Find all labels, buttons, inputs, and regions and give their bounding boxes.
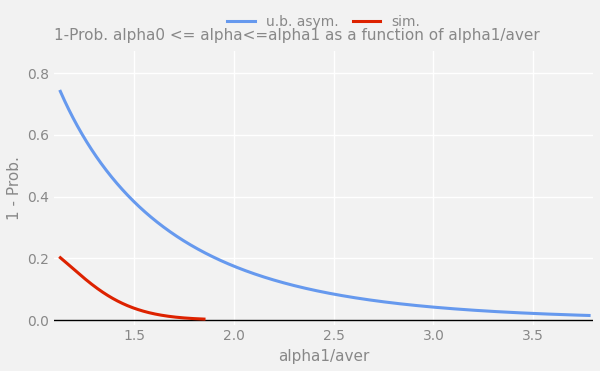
Line: sim.: sim. <box>61 258 204 319</box>
Legend: u.b. asym., sim.: u.b. asym., sim. <box>221 9 426 34</box>
X-axis label: alpha1/aver: alpha1/aver <box>278 349 370 364</box>
u.b. asym. <box>586 313 593 318</box>
u.b. asym. <box>290 283 297 288</box>
sim. <box>57 256 64 260</box>
Y-axis label: 1 - Prob.: 1 - Prob. <box>7 156 22 220</box>
sim. <box>175 315 182 320</box>
u.b. asym. <box>420 304 427 308</box>
u.b. asym. <box>111 178 118 183</box>
Line: u.b. asym.: u.b. asym. <box>61 91 589 315</box>
u.b. asym. <box>479 309 486 313</box>
sim. <box>200 317 208 321</box>
sim. <box>134 307 142 312</box>
sim. <box>125 304 132 308</box>
sim. <box>197 317 204 321</box>
u.b. asym. <box>57 89 64 93</box>
u.b. asym. <box>271 278 278 282</box>
Text: 1-Prob. alpha0 <= alpha<=alpha1 as a function of alpha1/aver: 1-Prob. alpha0 <= alpha<=alpha1 as a fun… <box>55 28 540 43</box>
sim. <box>142 310 149 314</box>
sim. <box>126 304 133 309</box>
u.b. asym. <box>469 308 476 312</box>
